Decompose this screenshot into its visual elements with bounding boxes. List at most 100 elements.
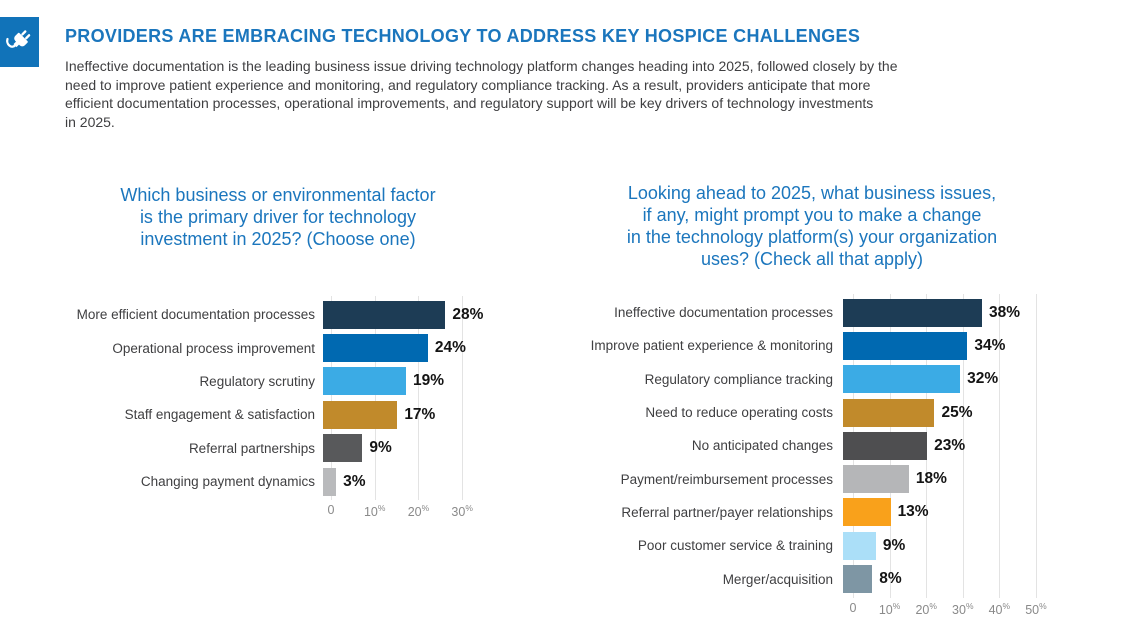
- chart-title: Looking ahead to 2025, what business iss…: [626, 183, 998, 269]
- category-label: Referral partner/payer relationships: [621, 504, 833, 520]
- axis-tick-label: 0: [849, 600, 857, 615]
- category-label: More efficient documentation processes: [76, 307, 315, 323]
- value-label: 9%: [369, 439, 392, 457]
- category-label: Ineffective documentation processes: [614, 305, 833, 321]
- bar: [843, 331, 968, 360]
- category-label: Improve patient experience & monitoring: [590, 338, 833, 354]
- bar-row: Poor customer service & training 9%: [565, 529, 1059, 562]
- category-label: Regulatory compliance tracking: [644, 371, 833, 387]
- plug-icon: [0, 17, 39, 67]
- gridline: [462, 296, 464, 501]
- platform-change-chart: Looking ahead to 2025, what business iss…: [565, 182, 1059, 617]
- page-title: PROVIDERS ARE EMBRACING TECHNOLOGY TO AD…: [65, 26, 861, 46]
- primary-driver-chart: Which business or environmental factor i…: [65, 184, 491, 520]
- category-label: Poor customer service & training: [637, 538, 833, 554]
- value-label: 23%: [934, 436, 966, 454]
- category-label: Need to reduce operating costs: [645, 405, 833, 421]
- bar-area: 3%: [323, 465, 483, 498]
- bar: [323, 334, 428, 363]
- bar: [323, 434, 363, 463]
- bar-row: Changing payment dynamics 3%: [65, 465, 491, 498]
- axis-tick-label: 20%: [915, 600, 937, 617]
- axis-tick-label: 10%: [363, 503, 386, 520]
- bar-area: 38%: [843, 296, 1049, 329]
- chart-title: Which business or environmental factor i…: [120, 185, 436, 249]
- bar-row: Need to reduce operating costs 25%: [565, 396, 1059, 429]
- bar-area: 18%: [843, 462, 1049, 495]
- bar-row: Operational process improvement 24%: [65, 331, 491, 364]
- gridline: [331, 296, 332, 501]
- gridline: [1035, 294, 1037, 598]
- value-label: 38%: [989, 303, 1021, 321]
- bar: [843, 398, 935, 427]
- bar: [323, 300, 446, 329]
- plug-icon-glyph: [5, 30, 30, 48]
- bar: [323, 467, 337, 496]
- bar-row: Staff engagement & satisfaction 17%: [65, 398, 491, 431]
- gridline: [374, 296, 376, 501]
- bar-row: Improve patient experience & monitoring 3…: [565, 329, 1059, 362]
- bar-area: 34%: [843, 329, 1049, 362]
- bar: [843, 431, 928, 460]
- value-label: 19%: [413, 372, 445, 390]
- axis-tick-label: 20%: [407, 503, 430, 520]
- axis-tick-label: 40%: [988, 600, 1011, 617]
- category-label: Merger/acquisition: [722, 571, 833, 587]
- value-label: 34%: [974, 336, 1006, 354]
- gridline-layer: [331, 296, 491, 501]
- value-label: 32%: [967, 370, 999, 388]
- bar-area: 25%: [843, 396, 1049, 429]
- bar: [843, 565, 873, 594]
- category-label: Referral partnerships: [188, 440, 315, 456]
- value-label: 25%: [941, 403, 973, 421]
- bar-area: 32%: [843, 363, 1049, 396]
- bar: [843, 531, 876, 560]
- value-label: 24%: [434, 339, 466, 357]
- gridline: [962, 294, 964, 598]
- value-label: 18%: [915, 470, 947, 488]
- axis-tick-label: 0: [327, 503, 335, 518]
- axis-tick-label: 50%: [1025, 600, 1047, 617]
- category-label: Payment/reimbursement processes: [620, 471, 833, 487]
- x-axis: 0 10% 20% 30% 40% 50%: [849, 599, 1059, 617]
- value-label: 9%: [882, 536, 906, 554]
- bar: [323, 367, 407, 396]
- bar-row: Merger/acquisition 8%: [565, 562, 1059, 595]
- category-label: Regulatory scrutiny: [199, 373, 315, 389]
- bar-row: Ineffective documentation processes 38%: [565, 296, 1059, 329]
- axis-tick-label: 10%: [878, 600, 901, 617]
- bar-row: No anticipated changes 23%: [565, 429, 1059, 462]
- value-label: 3%: [343, 472, 366, 490]
- bar-area: 17%: [323, 398, 483, 431]
- gridline: [418, 296, 420, 501]
- bar-area: 9%: [843, 529, 1049, 562]
- x-axis: 0 10% 20% 30%: [327, 501, 491, 520]
- bar-row: Referral partnerships 9%: [65, 432, 491, 465]
- value-label: 17%: [404, 405, 436, 423]
- category-label: Changing payment dynamics: [140, 474, 315, 490]
- bar-row: Regulatory scrutiny 19%: [65, 365, 491, 398]
- value-label: 13%: [897, 503, 929, 521]
- intro-paragraph: Ineffective documentation is the leading…: [65, 58, 898, 130]
- chart-plot: More efficient documentation processes 28…: [65, 296, 491, 501]
- bar: [843, 298, 983, 327]
- value-label: 28%: [452, 305, 484, 323]
- bar-row: Referral partner/payer relationships 13%: [565, 496, 1059, 529]
- bar-row: Regulatory compliance tracking 32%: [565, 363, 1059, 396]
- axis-tick-label: 30%: [451, 503, 473, 520]
- bar: [843, 365, 961, 394]
- header: PROVIDERS ARE EMBRACING TECHNOLOGY TO AD…: [65, 26, 1075, 131]
- category-label: Operational process improvement: [112, 340, 315, 356]
- gridline: [999, 294, 1001, 598]
- bar-area: 9%: [323, 432, 483, 465]
- value-label: 8%: [879, 570, 902, 588]
- bar-area: 8%: [843, 562, 1049, 595]
- bar-area: 13%: [843, 496, 1049, 529]
- bar-area: 24%: [323, 331, 483, 364]
- bar-area: 19%: [323, 365, 483, 398]
- bar-area: 23%: [843, 429, 1049, 462]
- bar-row: More efficient documentation processes 28…: [65, 298, 491, 331]
- bar: [843, 498, 891, 527]
- axis-tick-label: 30%: [952, 600, 974, 617]
